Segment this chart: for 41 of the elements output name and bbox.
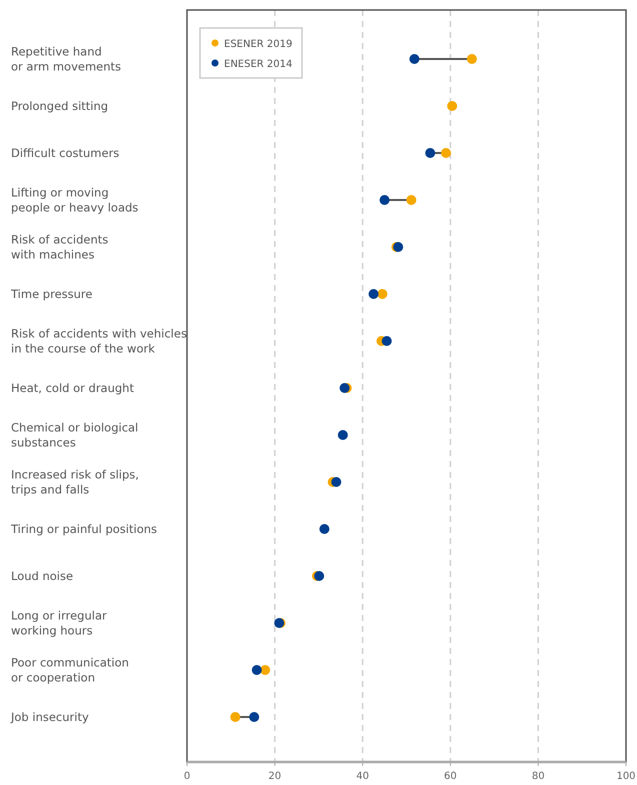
y-tick-label: Difficult costumers bbox=[11, 146, 120, 160]
y-tick-label: Loud noise bbox=[11, 569, 74, 583]
y-tick-label: Risk of accidents with vehicles in the course of the work bbox=[11, 326, 187, 356]
y-tick-label: Long or irregular working hours bbox=[11, 608, 108, 638]
y-tick-label: Poor communication or cooperation bbox=[11, 656, 129, 684]
point bbox=[447, 101, 458, 111]
point bbox=[249, 712, 260, 722]
point bbox=[338, 430, 348, 440]
point bbox=[252, 665, 262, 675]
x-tick-label: 40 bbox=[356, 771, 369, 782]
y-tick-label: Heat, cold or draught bbox=[11, 381, 134, 395]
y-tick-label: Risk of accidents with machines bbox=[11, 232, 108, 262]
point bbox=[230, 712, 240, 722]
x-tick-label: 0 bbox=[184, 771, 190, 782]
y-tick-label: Chemical or biological substances bbox=[11, 420, 138, 450]
y-tick-label: Job insecurity bbox=[10, 710, 89, 724]
x-tick-label: 20 bbox=[268, 771, 282, 782]
point bbox=[331, 477, 342, 487]
y-tick-label: Repetitive hand or arm movements bbox=[11, 44, 122, 74]
legend-label: ENESER 2014 bbox=[224, 59, 292, 70]
x-tick-label: 80 bbox=[532, 771, 545, 782]
x-tick-label: 100 bbox=[616, 771, 636, 782]
point bbox=[368, 289, 379, 299]
point bbox=[441, 148, 452, 158]
y-tick-label: Lifting or moving people or heavy loads bbox=[11, 186, 138, 214]
point bbox=[425, 148, 436, 158]
point bbox=[314, 571, 324, 581]
x-tick-label: 60 bbox=[444, 771, 457, 782]
point bbox=[409, 54, 420, 64]
point bbox=[382, 336, 392, 346]
point bbox=[406, 195, 416, 205]
point bbox=[260, 665, 270, 675]
y-tick-label: Prolonged sitting bbox=[11, 99, 108, 113]
point bbox=[319, 524, 330, 534]
point bbox=[380, 195, 390, 205]
point bbox=[377, 289, 388, 299]
point bbox=[466, 54, 477, 64]
y-tick-label: Increased risk of slips, trips and falls bbox=[11, 468, 139, 496]
y-tick-label: Tiring or painful positions bbox=[10, 522, 158, 536]
legend-label: ESENER 2019 bbox=[224, 39, 292, 50]
y-tick-label: Time pressure bbox=[10, 287, 92, 301]
